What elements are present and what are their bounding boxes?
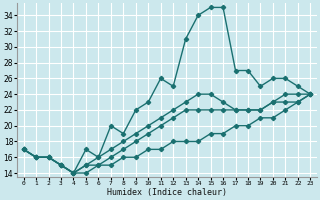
X-axis label: Humidex (Indice chaleur): Humidex (Indice chaleur) <box>107 188 227 197</box>
